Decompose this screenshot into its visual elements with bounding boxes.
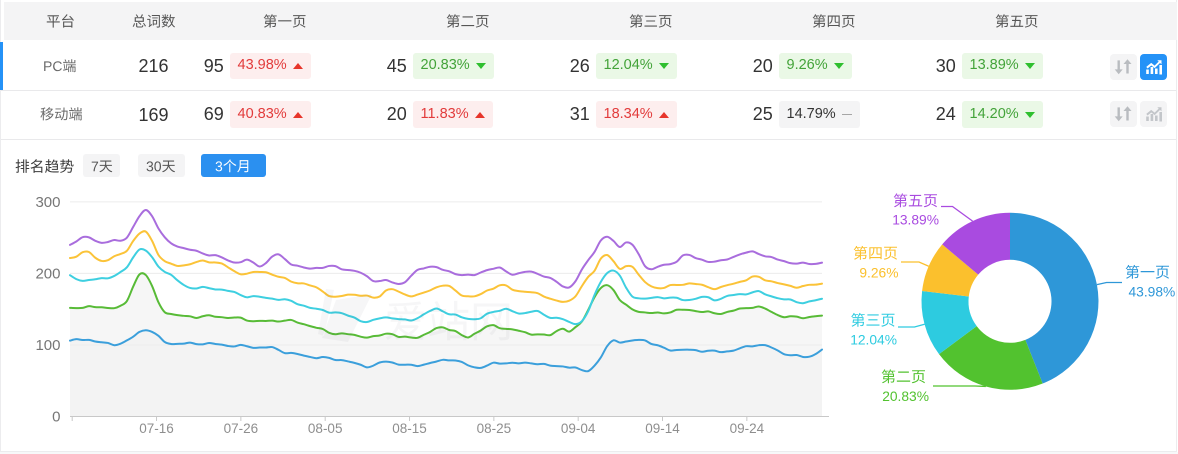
- svg-text:09-04: 09-04: [561, 421, 596, 436]
- svg-text:9.26%: 9.26%: [859, 266, 898, 281]
- svg-text:08-25: 08-25: [477, 421, 512, 436]
- svg-text:09-14: 09-14: [645, 421, 680, 436]
- svg-text:07-26: 07-26: [224, 421, 259, 436]
- svg-text:200: 200: [35, 265, 60, 282]
- svg-text:08-05: 08-05: [308, 421, 343, 436]
- svg-text:0: 0: [52, 409, 60, 426]
- svg-text:08-15: 08-15: [392, 421, 427, 436]
- svg-text:43.98%: 43.98%: [1129, 285, 1176, 300]
- svg-text:13.89%: 13.89%: [892, 213, 939, 228]
- svg-text:100: 100: [35, 337, 60, 354]
- svg-text:12.04%: 12.04%: [850, 333, 897, 348]
- svg-text:09-24: 09-24: [730, 421, 765, 436]
- svg-text:20.83%: 20.83%: [882, 389, 929, 404]
- svg-text:300: 300: [35, 194, 60, 211]
- svg-text:07-16: 07-16: [139, 421, 174, 436]
